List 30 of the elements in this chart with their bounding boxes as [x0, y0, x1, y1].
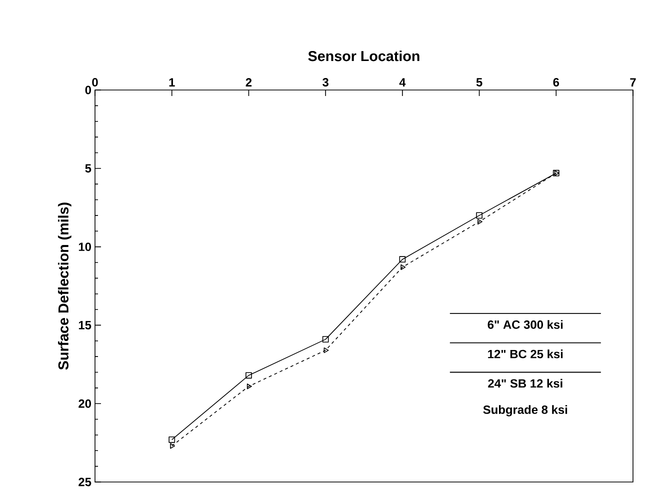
y-axis-title: Surface Deflection (mils) — [58, 202, 72, 370]
point — [324, 347, 329, 354]
x-tick-label: 3 — [322, 78, 328, 86]
x-tick-label: 5 — [476, 78, 482, 86]
annotation: 12" BC 25 ksi — [488, 350, 563, 358]
y-tick-label: 10 — [78, 242, 91, 252]
x-tick-label: 0 — [92, 78, 98, 86]
y-tick-label: 15 — [78, 321, 92, 330]
annotation: 6" AC 300 ksi — [488, 320, 563, 329]
annotation: 24" SB 12 ksi — [488, 378, 562, 388]
annotation: Subgrade 8 ksi — [483, 405, 568, 416]
point — [322, 336, 329, 343]
y-tick-label: 25 — [78, 478, 92, 486]
x-axis-title: Sensor Location — [308, 50, 420, 62]
point — [246, 384, 252, 390]
y-tick-label: 5 — [85, 164, 92, 173]
point — [476, 212, 482, 219]
y-tick-label: 0 — [85, 86, 91, 94]
x-tick-label: 6 — [553, 78, 560, 86]
point — [400, 264, 406, 270]
point — [168, 436, 176, 443]
point — [477, 218, 482, 225]
point — [246, 372, 252, 379]
point — [170, 443, 176, 449]
x-tick-label: 1 — [169, 78, 175, 86]
point — [399, 256, 406, 263]
x-tick-label: 2 — [246, 78, 252, 86]
x-tick-label: 4 — [399, 78, 406, 86]
x-tick-label: 7 — [630, 78, 636, 86]
y-tick-label: 20 — [78, 399, 91, 408]
